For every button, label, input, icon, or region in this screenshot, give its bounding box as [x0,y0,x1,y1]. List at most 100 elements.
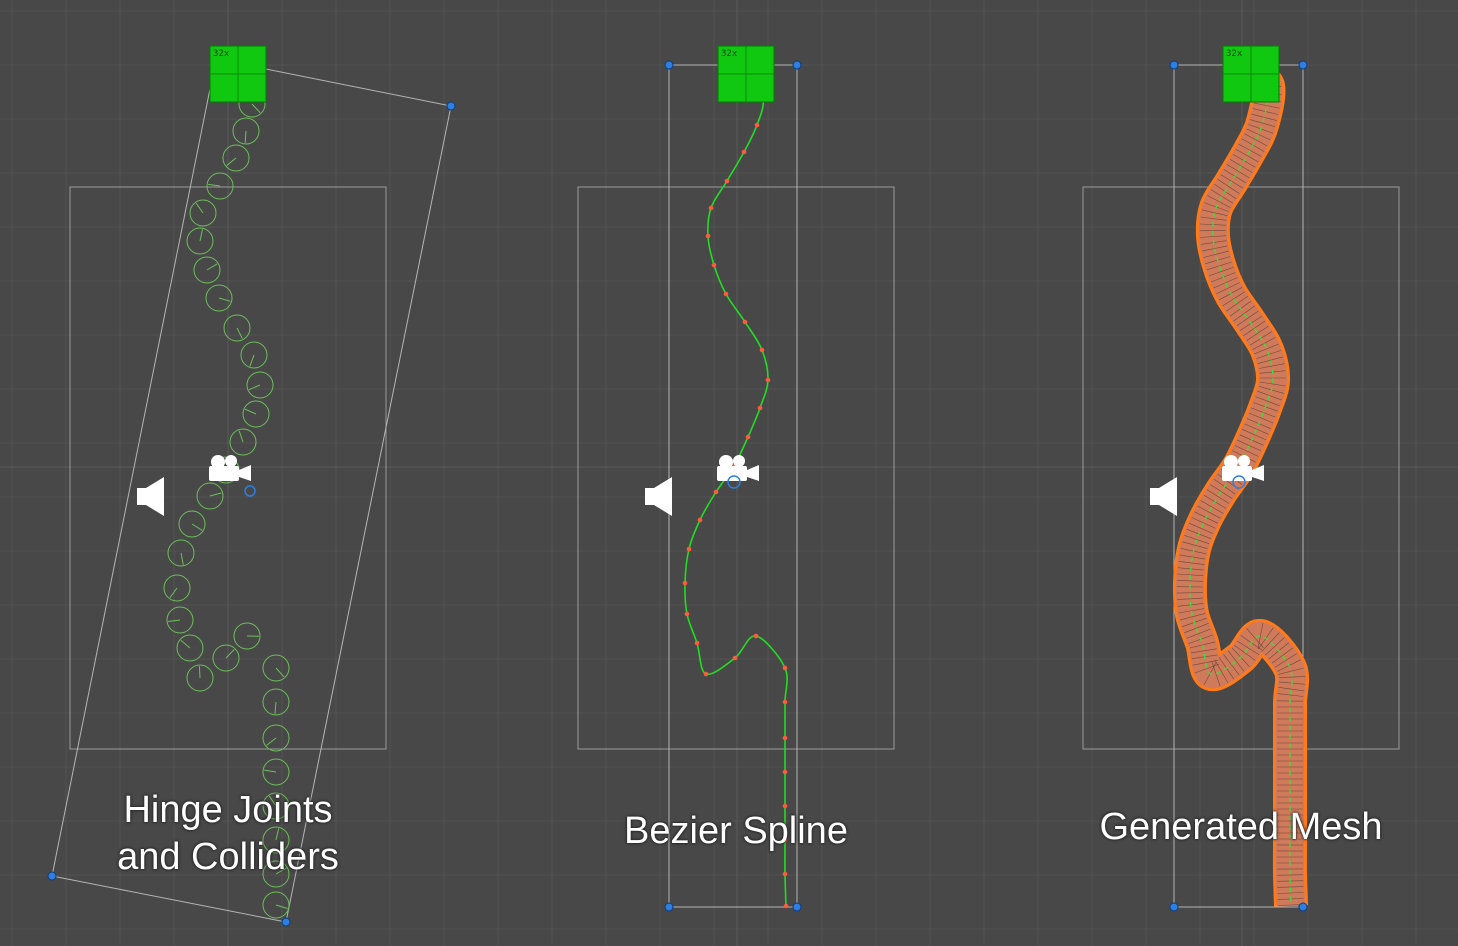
spline-point[interactable] [705,233,711,239]
circle-collider[interactable] [166,606,194,634]
spline-point[interactable] [782,735,788,741]
mesh-edge [1200,216,1227,221]
circle-collider[interactable] [189,199,217,227]
circle-collider[interactable] [206,172,234,200]
circle-collider[interactable] [240,341,268,369]
bezier-spline-curve[interactable] [684,73,788,907]
collider-radius [275,867,287,875]
resize-handle[interactable] [446,101,456,111]
circle-collider[interactable] [176,634,204,662]
circle-collider[interactable] [178,510,206,538]
spline-point[interactable] [741,149,747,155]
spline-point[interactable] [782,871,788,877]
circle-collider[interactable] [222,144,250,172]
camera-icon[interactable] [717,455,759,481]
spline-point[interactable] [732,655,738,661]
spline-point[interactable] [782,699,788,705]
resize-handle[interactable] [664,60,674,70]
spline-point[interactable] [782,769,788,775]
mesh-edge [1244,133,1268,147]
circle-collider[interactable] [262,724,290,752]
mesh-fill [1175,66,1307,907]
circle-collider[interactable] [167,539,195,567]
resize-handle[interactable] [1298,902,1308,912]
caption-line: Bezier Spline [624,810,848,852]
spline-point[interactable] [782,837,788,843]
panel-bezier-spline [577,60,895,912]
circle-collider[interactable] [196,482,224,510]
spline-point[interactable] [682,580,688,586]
mesh-edge [1177,573,1204,576]
circle-collider[interactable] [262,758,290,786]
spline-point[interactable] [757,405,763,411]
anchor-sprite-icon[interactable]: 32x [209,45,267,103]
resize-handle[interactable] [1298,60,1308,70]
spline-point[interactable] [713,489,719,495]
collider-outline [223,314,251,342]
spline-point[interactable] [759,347,765,353]
mesh-edge [1246,128,1271,141]
spline-point[interactable] [724,178,730,184]
circle-collider[interactable] [229,428,257,456]
circle-collider[interactable] [193,256,221,284]
anchor-sprite-icon[interactable]: 32x [717,45,775,103]
spline-point[interactable] [782,665,788,671]
circle-collider[interactable] [212,644,240,672]
camera-reel [719,455,733,469]
circle-collider[interactable] [246,371,274,399]
resize-handle[interactable] [664,902,674,912]
spline-point[interactable] [697,517,703,523]
rect-bounds[interactable] [668,64,798,908]
spline-point[interactable] [711,262,717,268]
spline-point[interactable] [782,803,788,809]
spline-point[interactable] [783,903,789,909]
spline-point[interactable] [684,611,690,617]
circle-collider[interactable] [262,688,290,716]
collider-outline [262,826,290,854]
circle-collider[interactable] [186,227,214,255]
speaker-icon[interactable] [137,477,164,516]
spline-point[interactable] [754,122,760,128]
collider-radius [266,737,277,746]
spline-point[interactable] [753,633,759,639]
pivot-handle[interactable] [1232,475,1246,489]
spline-point[interactable] [765,377,771,383]
circle-collider[interactable] [233,622,261,650]
circle-collider[interactable] [262,654,290,682]
spline-point[interactable] [686,546,692,552]
spline-point[interactable] [745,434,751,440]
circle-collider[interactable] [163,574,191,602]
circle-collider[interactable] [242,400,270,428]
circle-collider[interactable] [262,792,290,820]
circle-collider[interactable] [232,117,260,145]
camera-icon[interactable] [209,455,251,481]
collider-radius [225,649,235,659]
resize-handle[interactable] [1169,902,1179,912]
circle-collider[interactable] [186,664,214,692]
pivot-handle[interactable] [244,485,256,497]
resize-handle[interactable] [792,60,802,70]
pivot-handle[interactable] [727,475,741,489]
circle-collider[interactable] [205,284,233,312]
spline-point[interactable] [703,671,709,677]
resize-handle[interactable] [281,917,291,927]
speaker-icon[interactable] [1150,477,1177,516]
collider-outline [262,654,290,682]
spline-point[interactable] [694,640,700,646]
circle-collider[interactable] [262,891,290,919]
collider-outline [262,688,290,716]
resize-handle[interactable] [47,871,57,881]
resize-handle[interactable] [1169,60,1179,70]
speaker-icon[interactable] [645,477,672,516]
mesh-edge [1216,282,1240,295]
anchor-sprite-icon[interactable]: 32x [1222,45,1280,103]
spline-point[interactable] [742,319,748,325]
camera-icon[interactable] [1222,455,1264,481]
spline-point[interactable] [723,291,729,297]
circle-collider[interactable] [223,314,251,342]
circle-collider[interactable] [262,860,290,888]
resize-handle[interactable] [792,902,802,912]
spline-point[interactable] [708,205,714,211]
circle-collider[interactable] [262,826,290,854]
